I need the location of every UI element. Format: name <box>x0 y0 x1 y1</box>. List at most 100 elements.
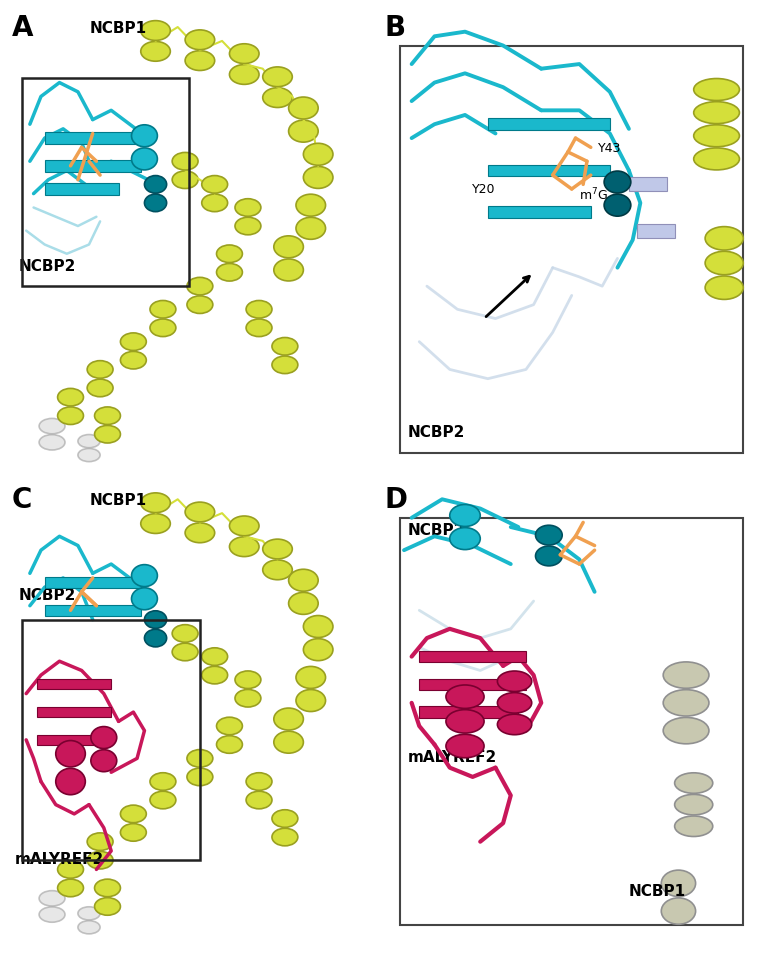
Ellipse shape <box>235 690 261 707</box>
Ellipse shape <box>39 436 65 451</box>
Ellipse shape <box>132 126 157 148</box>
Ellipse shape <box>263 68 293 88</box>
Ellipse shape <box>39 907 65 923</box>
Text: C: C <box>12 486 32 514</box>
Ellipse shape <box>694 79 739 101</box>
Ellipse shape <box>202 176 228 194</box>
Ellipse shape <box>229 537 259 557</box>
Ellipse shape <box>172 625 198 642</box>
Ellipse shape <box>141 42 170 62</box>
Bar <box>400 518 743 925</box>
Ellipse shape <box>120 805 146 822</box>
Ellipse shape <box>39 891 65 906</box>
Ellipse shape <box>78 436 100 448</box>
Ellipse shape <box>694 126 739 148</box>
Ellipse shape <box>705 252 743 275</box>
Ellipse shape <box>303 616 333 638</box>
Ellipse shape <box>246 773 272 790</box>
Ellipse shape <box>229 517 259 537</box>
Bar <box>45 578 141 589</box>
Ellipse shape <box>185 30 215 51</box>
Text: A: A <box>12 14 33 42</box>
Ellipse shape <box>289 121 318 143</box>
Ellipse shape <box>91 727 117 749</box>
Ellipse shape <box>39 419 65 435</box>
Ellipse shape <box>185 502 215 522</box>
Ellipse shape <box>535 526 562 545</box>
Bar <box>488 119 610 131</box>
Ellipse shape <box>296 690 326 712</box>
Bar <box>488 166 610 177</box>
Ellipse shape <box>274 260 303 282</box>
Ellipse shape <box>272 356 298 375</box>
Ellipse shape <box>120 823 146 841</box>
Bar <box>400 47 743 454</box>
Ellipse shape <box>78 449 100 462</box>
Ellipse shape <box>141 494 170 513</box>
Ellipse shape <box>235 199 261 217</box>
Ellipse shape <box>216 718 243 735</box>
Ellipse shape <box>235 671 261 689</box>
Ellipse shape <box>145 611 166 629</box>
Ellipse shape <box>132 149 157 171</box>
Ellipse shape <box>150 773 176 790</box>
Ellipse shape <box>145 176 166 194</box>
Ellipse shape <box>246 791 272 809</box>
Text: m$^7$G: m$^7$G <box>579 186 608 203</box>
Ellipse shape <box>446 710 484 733</box>
Ellipse shape <box>216 736 243 754</box>
Text: NCBP1: NCBP1 <box>90 493 147 508</box>
Ellipse shape <box>272 828 298 846</box>
Ellipse shape <box>95 898 120 915</box>
Ellipse shape <box>87 361 113 379</box>
Bar <box>37 735 100 745</box>
Ellipse shape <box>497 693 532 714</box>
Bar <box>45 605 141 617</box>
Ellipse shape <box>497 715 532 735</box>
Ellipse shape <box>296 218 326 240</box>
Text: Y20: Y20 <box>472 183 496 196</box>
Ellipse shape <box>661 870 695 897</box>
Ellipse shape <box>216 264 243 282</box>
Ellipse shape <box>202 666 228 684</box>
Ellipse shape <box>604 172 631 193</box>
Ellipse shape <box>145 194 166 213</box>
Bar <box>22 619 200 861</box>
Text: B: B <box>385 14 406 42</box>
Text: Y43: Y43 <box>598 142 622 154</box>
Ellipse shape <box>87 833 113 851</box>
Ellipse shape <box>675 773 713 794</box>
Ellipse shape <box>120 334 146 351</box>
Ellipse shape <box>58 389 83 407</box>
Ellipse shape <box>289 593 318 615</box>
Bar <box>45 161 141 172</box>
Ellipse shape <box>141 22 170 41</box>
Ellipse shape <box>663 662 709 689</box>
Ellipse shape <box>185 523 215 543</box>
Ellipse shape <box>705 228 743 251</box>
Bar <box>629 178 667 193</box>
Ellipse shape <box>87 379 113 397</box>
Ellipse shape <box>132 565 157 587</box>
Ellipse shape <box>55 740 85 767</box>
Ellipse shape <box>187 296 213 314</box>
Ellipse shape <box>150 791 176 809</box>
Ellipse shape <box>497 671 532 692</box>
Ellipse shape <box>296 667 326 689</box>
Ellipse shape <box>150 301 176 318</box>
Ellipse shape <box>661 898 695 924</box>
Ellipse shape <box>58 861 83 879</box>
Ellipse shape <box>296 195 326 217</box>
Ellipse shape <box>78 921 100 934</box>
Bar <box>419 706 518 719</box>
Bar <box>37 707 111 718</box>
Ellipse shape <box>229 66 259 85</box>
Text: NCBP1: NCBP1 <box>629 883 686 899</box>
Ellipse shape <box>263 539 293 559</box>
Ellipse shape <box>303 168 333 190</box>
Ellipse shape <box>272 338 298 355</box>
Ellipse shape <box>95 880 120 897</box>
Bar <box>45 133 141 145</box>
Ellipse shape <box>450 505 480 527</box>
Ellipse shape <box>187 278 213 295</box>
